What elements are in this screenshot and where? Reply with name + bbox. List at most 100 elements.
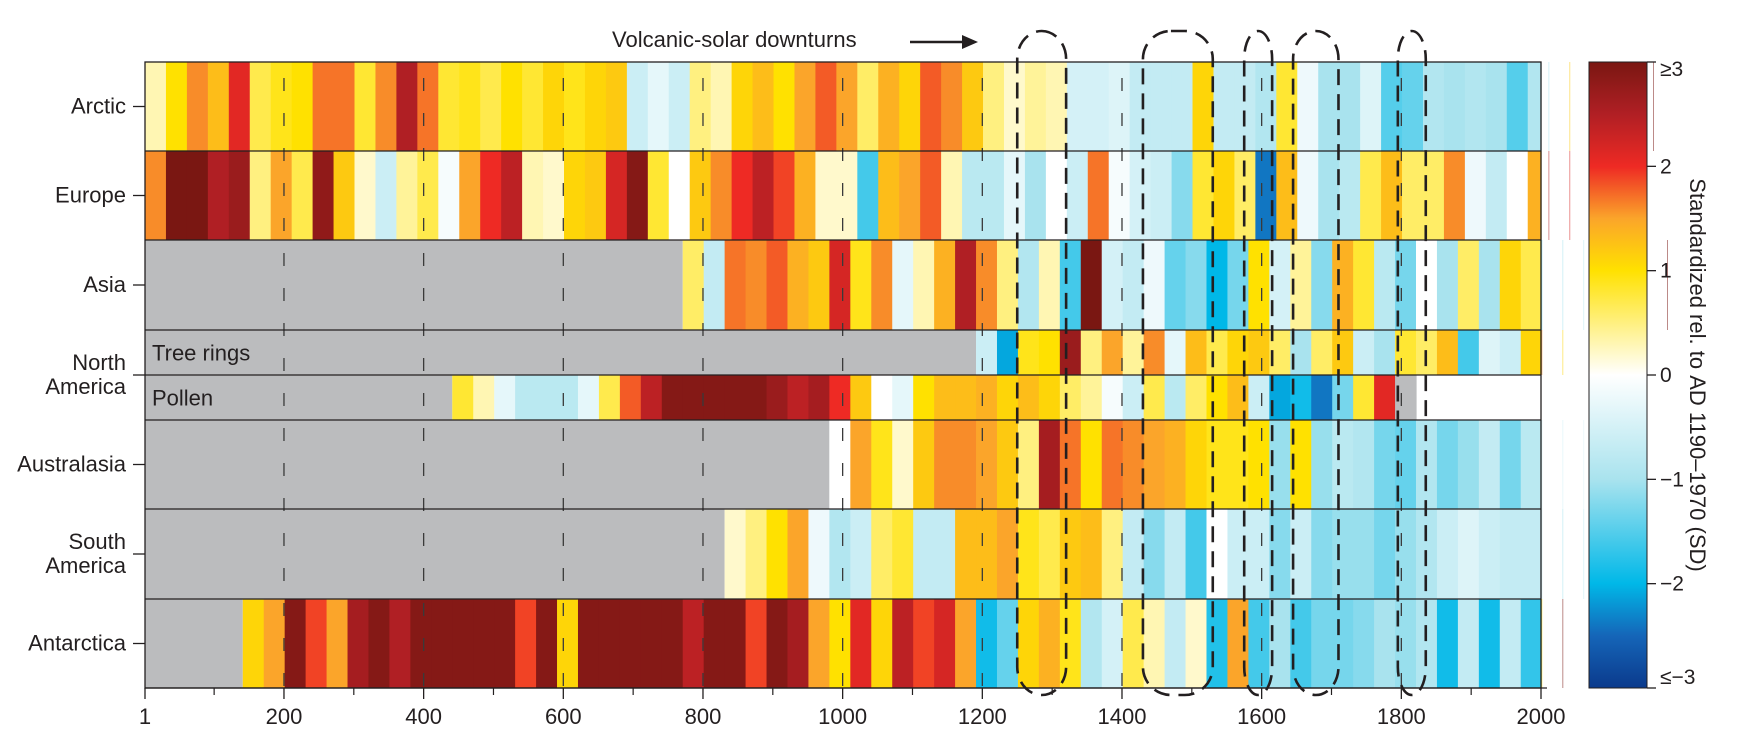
heatmap-cell (955, 420, 977, 509)
heatmap-cell (1038, 599, 1061, 688)
heatmap-cell (626, 62, 649, 151)
heatmap-cell (305, 599, 328, 688)
heatmap-cell (955, 509, 977, 599)
heatmap-cell (1080, 240, 1103, 330)
downturn-outline (1396, 29, 1428, 697)
heatmap-cell (1269, 509, 1291, 599)
heatmap-cell (996, 420, 1019, 509)
x-tick-label: 1000 (818, 704, 867, 729)
heatmap-cell (850, 599, 872, 688)
heatmap-cell (1548, 62, 1550, 151)
heatmap-cell (1520, 330, 1542, 375)
heatmap-cell (1374, 375, 1396, 420)
heatmap-cell (1038, 509, 1061, 599)
heatmap-cell (1457, 420, 1480, 509)
heatmap-cell (1248, 509, 1270, 599)
heatmap-cell (871, 240, 893, 330)
heatmap-cell (145, 151, 167, 240)
heatmap-cell (1311, 240, 1333, 330)
x-tick-label: 1 (139, 704, 151, 729)
heatmap-cell (808, 240, 830, 330)
heatmap-cell (1171, 151, 1194, 240)
heatmap-cell (1457, 509, 1480, 599)
heatmap-cell (1038, 375, 1061, 420)
heatmap-cell (1422, 62, 1445, 151)
heatmap-cell (640, 375, 663, 420)
heatmap-cell (333, 62, 356, 151)
heatmap-cell (1248, 240, 1270, 330)
heatmap-cell (1143, 509, 1166, 599)
heatmap-cell (1541, 420, 1543, 509)
heatmap-cell (1108, 62, 1131, 151)
heatmap-cell (752, 151, 775, 240)
heatmap-cell (1395, 509, 1417, 599)
row-label: Australasia (17, 452, 127, 477)
heatmap-cell (899, 151, 921, 240)
heatmap-cell (1024, 62, 1047, 151)
heatmap-cell (689, 151, 712, 240)
heatmap-cell (459, 62, 481, 151)
heatmap-cell (1297, 151, 1319, 240)
heatmap-cell (1478, 240, 1501, 330)
heatmap-cell (1206, 240, 1229, 330)
heatmap-cell (1059, 599, 1082, 688)
heatmap-cell (815, 151, 837, 240)
heatmap-cell (1339, 151, 1361, 240)
heatmap-cell (962, 62, 984, 151)
heatmap-cell (941, 151, 963, 240)
heatmap-cell (584, 151, 607, 240)
colorbar-tick-label: −1 (1660, 468, 1684, 491)
heatmap-cell (976, 420, 998, 509)
heatmap-cell (1164, 375, 1187, 420)
heatmap-cell (1059, 375, 1082, 420)
heatmap-cell (564, 151, 586, 240)
downturn-outline (1242, 29, 1274, 697)
heatmap-cell (1653, 62, 1654, 151)
heatmap-cell (1038, 330, 1061, 375)
heatmap-cell (1443, 151, 1466, 240)
heatmap-cell (389, 599, 411, 688)
downturn-outline (1015, 29, 1068, 697)
heatmap-cell (892, 375, 914, 420)
heatmap-cell (165, 151, 188, 240)
heatmap-cell (766, 375, 789, 420)
heatmap-cell (1150, 151, 1173, 240)
heatmap-cell (1485, 151, 1508, 240)
colorbar-tick-label: 1 (1660, 260, 1672, 283)
heatmap-cell (577, 375, 600, 420)
heatmap-cell (1087, 62, 1110, 151)
heatmap-cell (871, 599, 893, 688)
heatmap-cell (1318, 151, 1340, 240)
heatmap-cell (689, 62, 712, 151)
heatmap-cell (955, 599, 977, 688)
heatmap-cell (934, 420, 956, 509)
no-data-cell (145, 375, 453, 420)
heatmap-cell (1569, 151, 1571, 240)
heatmap-cell (1353, 240, 1375, 330)
heatmap-cell (1478, 599, 1501, 688)
heatmap-cell (605, 151, 628, 240)
heatmap-cell (724, 599, 747, 688)
colorbar-tick-label: ≥3 (1660, 58, 1683, 81)
heatmap-cell (850, 375, 872, 420)
heatmap-cell (1569, 62, 1571, 151)
heatmap-cell (1562, 599, 1564, 688)
heatmap-cell (1332, 240, 1354, 330)
no-data-cell (145, 330, 977, 375)
row-label: Asia (83, 272, 127, 297)
heatmap-cell (996, 509, 1019, 599)
heatmap-cell (1255, 62, 1277, 151)
heatmap-cell (1583, 240, 1585, 330)
heatmap-cell (207, 151, 230, 240)
heatmap-cell (1332, 599, 1354, 688)
heatmap-cell (1080, 420, 1103, 509)
heatmap-cell (1478, 330, 1501, 375)
heatmap-cell (1059, 330, 1082, 375)
heatmap-cell (1080, 509, 1103, 599)
heatmap-cell (270, 62, 293, 151)
heatmap-cell (1506, 151, 1529, 240)
heatmap-cell (1583, 509, 1585, 599)
heatmap-cell (1464, 62, 1487, 151)
heatmap-cell (1024, 151, 1047, 240)
heatmap-cell (1129, 62, 1152, 151)
